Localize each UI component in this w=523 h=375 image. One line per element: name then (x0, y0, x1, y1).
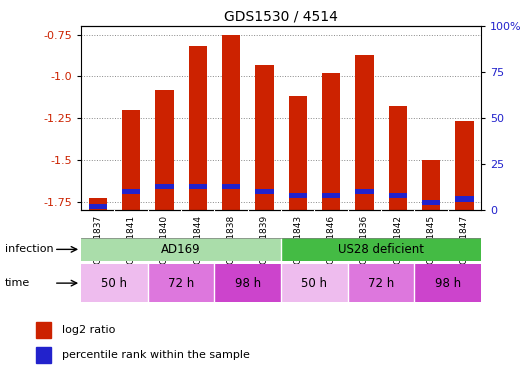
Bar (281, 264, 348, 302)
Bar (456, 196, 474, 201)
Text: time: time (5, 278, 30, 288)
Bar (81, 264, 147, 302)
Text: log2 ratio: log2 ratio (62, 325, 115, 335)
Text: GSM71846: GSM71846 (327, 215, 336, 264)
Text: AD169: AD169 (161, 243, 201, 256)
Bar (281, 238, 481, 261)
Text: 72 h: 72 h (368, 277, 394, 290)
Bar (122, 189, 140, 194)
Text: GSM71841: GSM71841 (127, 215, 135, 264)
Bar (155, 90, 174, 210)
Bar (355, 55, 373, 210)
Text: GSM71836: GSM71836 (360, 215, 369, 264)
Text: GSM71840: GSM71840 (160, 215, 169, 264)
Bar (222, 34, 240, 210)
Bar (88, 198, 107, 210)
Bar (36, 347, 51, 363)
Bar (456, 122, 474, 210)
Bar (422, 160, 440, 210)
Text: 50 h: 50 h (101, 277, 128, 290)
Bar (415, 264, 481, 302)
Bar (88, 204, 107, 209)
Bar (222, 183, 240, 189)
Bar (355, 189, 373, 194)
Text: GSM71843: GSM71843 (293, 215, 302, 264)
Bar (255, 189, 274, 194)
Text: GSM71842: GSM71842 (393, 215, 402, 264)
Bar (122, 110, 140, 210)
Text: 72 h: 72 h (168, 277, 194, 290)
Text: GSM71844: GSM71844 (194, 215, 202, 264)
Text: GSM71839: GSM71839 (260, 215, 269, 264)
Text: GSM71847: GSM71847 (460, 215, 469, 264)
Bar (214, 264, 281, 302)
Bar (36, 322, 51, 338)
Bar (322, 73, 340, 210)
Bar (289, 96, 307, 210)
Bar (389, 193, 407, 198)
Bar (322, 193, 340, 198)
Bar (348, 264, 414, 302)
Bar (189, 46, 207, 210)
Text: infection: infection (5, 244, 54, 254)
Text: 50 h: 50 h (301, 277, 327, 290)
Bar (389, 106, 407, 210)
Bar (81, 238, 281, 261)
Text: US28 deficient: US28 deficient (338, 243, 424, 256)
Bar (289, 193, 307, 198)
Bar (155, 183, 174, 189)
Text: GSM71837: GSM71837 (93, 215, 102, 264)
Bar (255, 64, 274, 210)
Text: 98 h: 98 h (235, 277, 261, 290)
Bar (147, 264, 214, 302)
Text: GDS1530 / 4514: GDS1530 / 4514 (224, 9, 338, 23)
Text: 98 h: 98 h (435, 277, 461, 290)
Bar (189, 183, 207, 189)
Bar (422, 200, 440, 205)
Text: percentile rank within the sample: percentile rank within the sample (62, 350, 249, 360)
Text: GSM71845: GSM71845 (427, 215, 436, 264)
Text: GSM71838: GSM71838 (226, 215, 235, 264)
